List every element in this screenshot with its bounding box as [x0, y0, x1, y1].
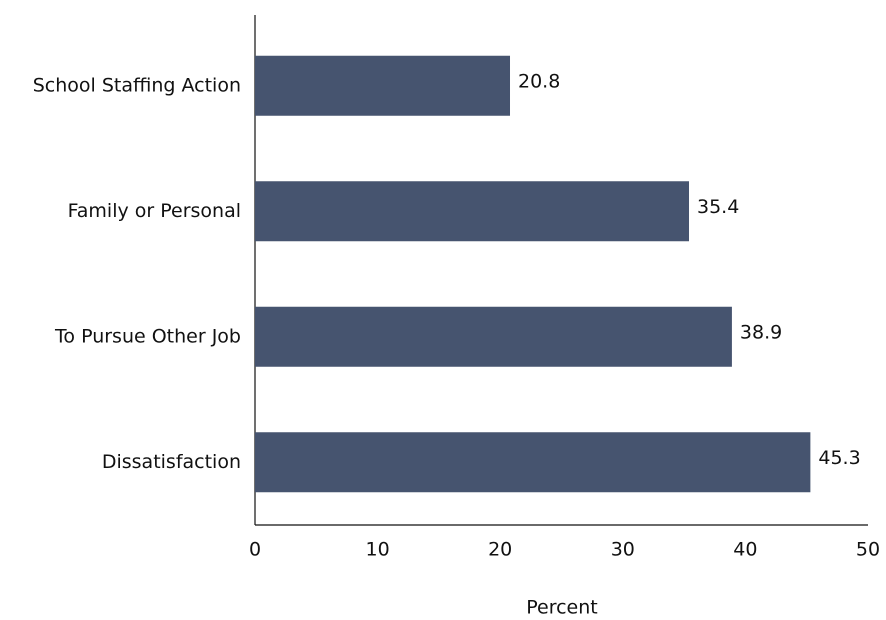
bar — [255, 55, 511, 116]
x-tick-label: 10 — [366, 539, 390, 561]
x-axis-label: Percent — [526, 597, 598, 619]
data-label: 45.3 — [818, 447, 860, 469]
x-tick-label: 50 — [856, 539, 880, 561]
data-label: 38.9 — [740, 321, 782, 343]
data-label: 35.4 — [697, 196, 739, 218]
y-tick-label: School Staffing Action — [33, 74, 241, 96]
x-tick-label: 40 — [733, 539, 757, 561]
y-tick-label: Dissatisfaction — [102, 451, 241, 473]
bar — [255, 306, 732, 367]
x-tick-label: 20 — [488, 539, 512, 561]
y-tick-label: Family or Personal — [68, 200, 241, 222]
x-tick-label: 30 — [611, 539, 635, 561]
y-tick-label: To Pursue Other Job — [54, 325, 241, 347]
x-tick-label: 0 — [249, 539, 261, 561]
bar — [255, 181, 690, 242]
bar — [255, 432, 811, 493]
data-label: 20.8 — [518, 70, 560, 92]
